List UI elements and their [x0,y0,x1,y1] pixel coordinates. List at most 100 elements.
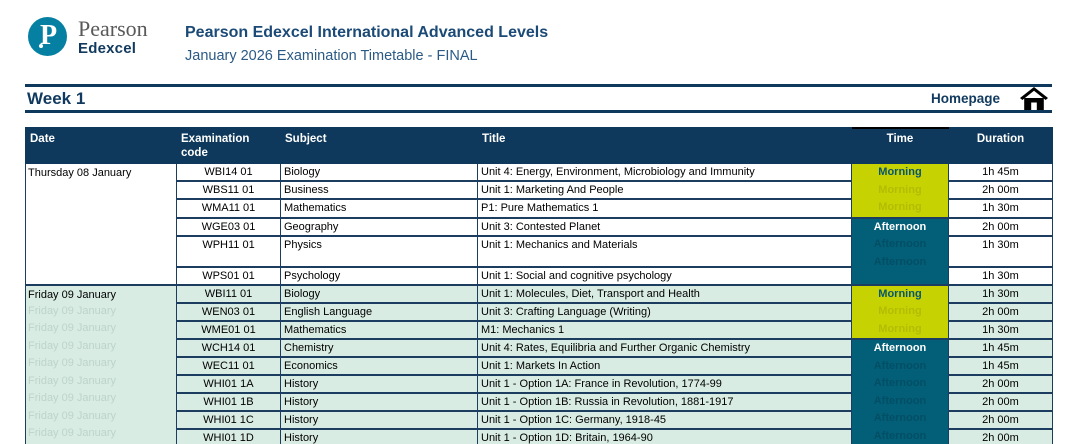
title-cell: Unit 1 - Option 1C: Germany, 1918-45 [477,410,852,430]
table-row: WEC11 01 Economics Unit 1: Markets In Acti… [26,356,1053,376]
week-label: Week 1 [27,88,86,108]
exam-code-cell: WEN03 01 [176,301,281,322]
title-cell: Unit 1 - Option 1D: Britain, 1964-90 [477,428,852,444]
title-cell: Unit 4: Rates, Equilibria and Further Or… [477,338,852,358]
page-title: Pearson Edexcel International Advanced L… [185,24,549,41]
title-cell: P1: Pure Mathematics 1 [477,198,852,219]
time-ghost-text: Afternoon [873,429,927,442]
column-header-date: Date [25,127,177,164]
exam-code-cell: WBI14 01 [176,161,281,183]
timetable: Date Examination code Subject Title Time… [25,127,1053,444]
date-ghost-text: Friday 09 January [28,357,117,369]
timetable-table: Date Examination code Subject Title Time… [25,127,1053,444]
time-ghost-text: Morning [878,322,922,335]
title-cell: Unit 1: Mechanics and Materials [477,234,852,268]
exam-code-cell: WPS01 01 [176,265,281,286]
date-ghost-text: Friday 09 January [28,374,117,387]
page-subtitle: January 2026 Examination Timetable - FIN… [185,48,478,64]
time-cell-morning: Morning Morning Morning [851,283,949,340]
exam-code-cell: WHI01 1B [176,392,281,412]
home-icon[interactable] [1020,87,1048,110]
duration-cell: 1h 30m [948,198,1053,219]
exam-code-cell: WHI01 1C [176,410,281,430]
subject-cell: Biology [280,283,478,304]
duration-cell: 1h 30m [948,283,1053,304]
duration-cell: 1h 45m [948,161,1053,183]
table-row: WBS11 01 Business Unit 1: Marketing And Pe… [26,180,1053,201]
brand-text: Pearson Edexcel [78,17,148,58]
title-cell: Unit 1: Social and cognitive psychology [477,265,852,286]
subject-cell: Physics [280,234,478,268]
table-row: WCH14 01 Chemistry Unit 4: Rates, Equilibr… [26,338,1053,444]
document-titles: Pearson Edexcel International Advanced L… [185,23,548,66]
title-cell: Unit 1: Marketing And People [477,180,852,201]
time-ghost-text: Afternoon [873,359,927,372]
date-label: Friday 09 January [28,288,117,301]
exam-code-cell: WPH11 01 [176,234,281,268]
title-cell: Unit 1 - Option 1A: France in Revolution… [477,374,852,394]
subject-cell: English Language [280,301,478,322]
subject-cell: Mathematics [280,319,478,341]
time-ghost-text: Afternoon [873,412,927,424]
brand-name: Pearson [78,16,148,41]
table-row: WPS01 01 Psychology Unit 1: Social and cog… [26,265,1053,286]
date-ghost-text: Friday 09 January [28,304,117,317]
title-cell: Unit 3: Crafting Language (Writing) [477,301,852,322]
title-cell: Unit 1 - Option 1B: Russia in Revolution… [477,392,852,412]
week-band: Week 1 Homepage [25,84,1052,113]
exam-code-cell: WGE03 01 [176,216,281,237]
title-cell: M1: Mechanics 1 [477,319,852,341]
table-row: WHI01 1D History Unit 1 - Option 1D: Brita… [26,428,1053,444]
homepage-link[interactable]: Homepage [930,91,1000,106]
time-label: Afternoon [873,220,927,233]
title-cell: Unit 4: Energy, Environment, Microbiolog… [477,161,852,183]
subject-cell: Mathematics [280,198,478,219]
exam-code-cell: WBI11 01 [176,283,281,304]
time-ghost-text: Afternoon [873,377,927,389]
time-ghost-text: Afternoon [873,255,927,268]
duration-cell: 1h 30m [948,234,1053,268]
pearson-logo-dot [39,44,43,48]
time-ghost-text: Morning [878,305,922,317]
time-cell-afternoon: Afternoon Afternoon Afternoon [851,216,949,286]
time-label: Morning [878,166,922,178]
subject-cell: Psychology [280,265,478,286]
date-ghost-text: Friday 09 January [28,427,117,439]
duration-cell: 2h 00m [948,301,1053,322]
duration-cell: 2h 00m [948,410,1053,430]
column-header-time: Time [851,127,949,164]
title-cell: Unit 1: Molecules, Diet, Transport and H… [477,283,852,304]
table-row: Thursday 08 January WBI14 01 Biology Unit 4… [25,161,1053,286]
duration-cell: 2h 00m [948,392,1053,412]
pearson-p-glyph: P [40,20,58,51]
subject-cell: History [280,428,478,444]
table-row: WEN03 01 English Language Unit 3: Crafting… [26,301,1053,322]
duration-cell: 2h 00m [948,216,1053,237]
date-ghost-text: Friday 09 January [28,322,117,334]
exam-code-cell: WEC11 01 [176,356,281,376]
table-row: WME01 01 Mathematics M1: Mechanics 1 1h 30m [26,319,1053,341]
column-header-subject: Subject [280,127,478,164]
time-ghost-text: Morning [878,183,922,196]
column-header-exam-code: Examination code [176,127,281,164]
date-label: Thursday 08 January [28,167,132,179]
date-ghost-text: Friday 09 January [28,339,117,352]
date-cell: Thursday 08 January [25,162,177,286]
column-header-title: Title [477,127,852,164]
table-row: WHI01 1C History Unit 1 - Option 1C: Germa… [26,410,1053,430]
exam-code-cell: WHI01 1D [176,428,281,444]
subject-cell: Economics [280,356,478,376]
table-row: WHI01 1B History Unit 1 - Option 1B: Russi… [26,392,1053,412]
time-ghost-text: Afternoon [873,394,927,407]
subject-cell: Chemistry [280,338,478,358]
subject-cell: Business [280,180,478,201]
time-ghost-text: Morning [878,201,922,213]
time-ghost-text: Afternoon [873,238,927,250]
table-row: WHI01 1A History Unit 1 - Option 1A: Franc… [26,374,1053,394]
duration-cell: 2h 00m [948,180,1053,201]
duration-cell: 1h 30m [948,265,1053,286]
time-cell-morning: Morning Morning Morning [851,162,949,219]
table-row: WPH11 01 Physics Unit 1: Mechanics and Mat… [26,234,1053,268]
table-row: Friday 09 January Friday 09 January Friday… [25,283,1053,444]
